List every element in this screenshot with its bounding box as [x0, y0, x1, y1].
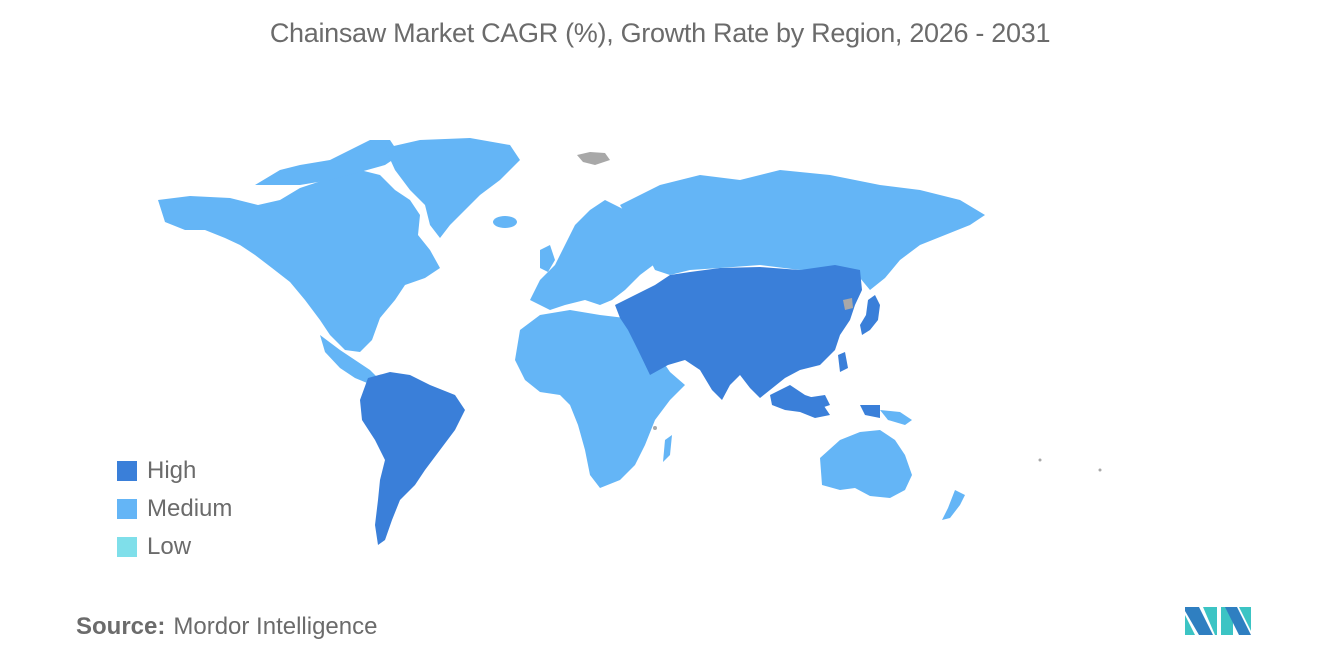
region-central-america: [320, 335, 380, 385]
source-label: Source:: [76, 613, 166, 640]
legend-swatch-low: [117, 537, 137, 557]
medium-regions: [158, 138, 985, 520]
region-new-zealand: [942, 490, 965, 520]
region-north-korea: [843, 298, 853, 310]
region-iceland: [493, 216, 517, 228]
legend-label: Low: [147, 533, 192, 560]
region-japan: [860, 295, 880, 335]
region-greenland: [385, 138, 520, 238]
legend-item-medium: Medium: [117, 490, 232, 528]
legend-label: High: [147, 457, 197, 484]
region-south-america: [360, 372, 465, 545]
region-borneo: [805, 395, 830, 410]
region-north-america: [158, 170, 440, 352]
region-philippines: [838, 352, 848, 372]
region-uk: [540, 245, 555, 272]
mordor-logo-icon: [1185, 607, 1251, 635]
legend-item-low: Low: [117, 528, 232, 566]
legend: High Medium Low: [117, 452, 232, 566]
region-madagascar: [663, 435, 672, 462]
region-russia: [620, 170, 985, 290]
source-value: Mordor Intelligence: [173, 613, 378, 640]
region-asia-high: [615, 265, 862, 400]
region-png: [880, 410, 912, 425]
region-europe: [530, 200, 660, 310]
chart-title: Chainsaw Market CAGR (%), Growth Rate by…: [269, 18, 1051, 48]
legend-swatch-high: [117, 461, 137, 481]
region-australia: [820, 430, 912, 498]
legend-label: Medium: [147, 495, 233, 522]
legend-item-high: High: [117, 452, 232, 490]
region-new-guinea-west: [860, 405, 880, 418]
region-arctic-islands: [255, 140, 400, 185]
source-attribution: Source: Mordor Intelligence: [76, 613, 377, 641]
legend-swatch-medium: [117, 499, 137, 519]
no-data-regions: [577, 152, 1102, 472]
region-svalbard: [577, 152, 610, 165]
high-regions: [360, 265, 880, 545]
